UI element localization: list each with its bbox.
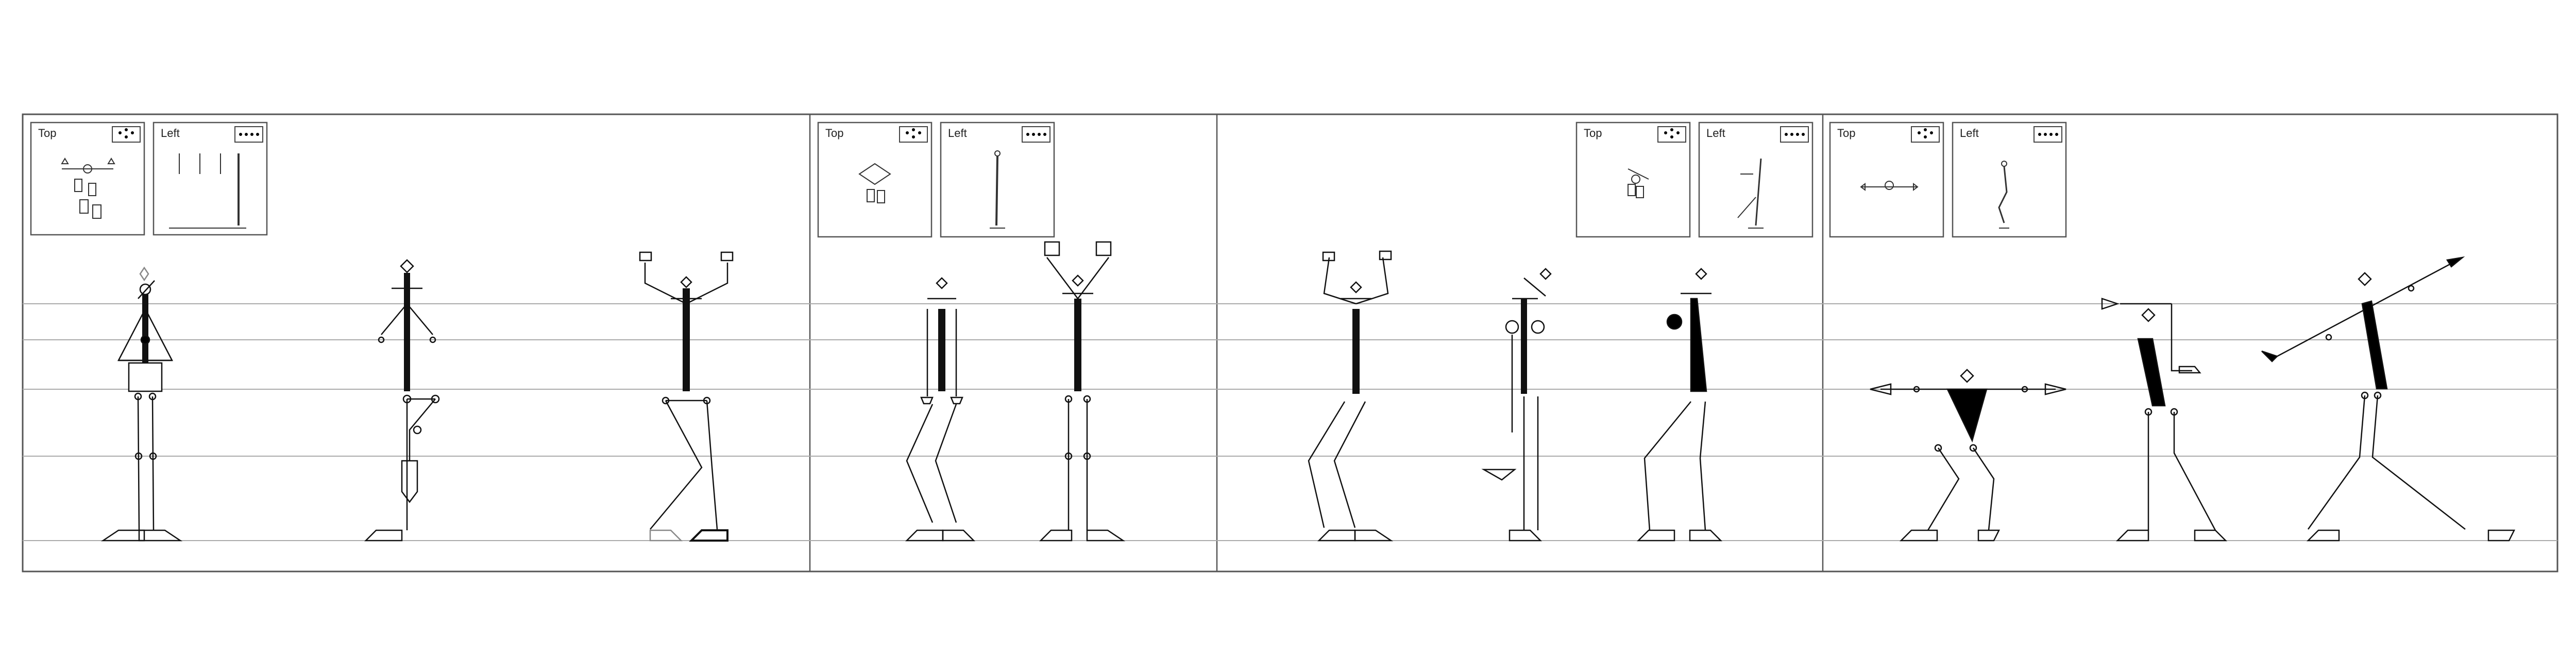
figure-1 <box>100 266 183 542</box>
view-label: Top <box>1837 127 1855 140</box>
figure-2 <box>364 259 440 542</box>
left-view-dots-icon[interactable] <box>2033 126 2062 143</box>
top-view-dots-icon[interactable] <box>899 126 928 143</box>
view-panel-left[interactable]: Left <box>1952 122 2067 238</box>
figure-10 <box>2101 298 2228 542</box>
left-view-preview <box>1998 161 2009 229</box>
guide-lines <box>23 303 2557 541</box>
view-panel-top[interactable]: Top <box>1829 122 1944 238</box>
view-label: Top <box>1584 127 1602 140</box>
left-view-preview <box>1737 158 1764 229</box>
left-view-preview <box>169 153 246 229</box>
top-view-preview <box>61 158 115 219</box>
left-view-dots-icon[interactable] <box>234 126 263 143</box>
view-label: Left <box>1960 127 1979 140</box>
figure-7 <box>1481 268 1552 542</box>
figure-6 <box>1308 250 1394 542</box>
view-panel-top[interactable]: Top <box>1575 122 1691 238</box>
figure-8 <box>1636 268 1723 542</box>
outer-frame <box>22 113 2558 573</box>
left-view-preview <box>990 150 1005 229</box>
top-view-preview <box>858 163 891 203</box>
top-view-dots-icon[interactable] <box>112 126 141 143</box>
top-view-preview <box>1628 168 1649 198</box>
figure-5 <box>1039 241 1126 542</box>
view-panel-left[interactable]: Left <box>940 122 1055 238</box>
left-view-dots-icon[interactable] <box>1780 126 1809 143</box>
figure-9 <box>1870 369 2066 542</box>
top-view-dots-icon[interactable] <box>1657 126 1686 143</box>
view-label: Left <box>948 127 967 140</box>
view-label: Left <box>161 127 180 140</box>
figure-4 <box>905 277 976 542</box>
view-panel-left[interactable]: Left <box>1698 122 1814 238</box>
figure-3 <box>639 251 734 542</box>
view-label: Left <box>1706 127 1725 140</box>
top-view-dots-icon[interactable] <box>1911 126 1940 143</box>
view-panel-top[interactable]: Top <box>817 122 933 238</box>
view-panel-top[interactable]: Top <box>30 122 145 236</box>
figure-11 <box>2261 256 2516 542</box>
view-label: Top <box>825 127 843 140</box>
left-view-dots-icon[interactable] <box>1022 126 1050 143</box>
view-panel-left[interactable]: Left <box>152 122 268 236</box>
view-label: Top <box>38 127 56 140</box>
top-view-preview <box>1860 181 1919 191</box>
